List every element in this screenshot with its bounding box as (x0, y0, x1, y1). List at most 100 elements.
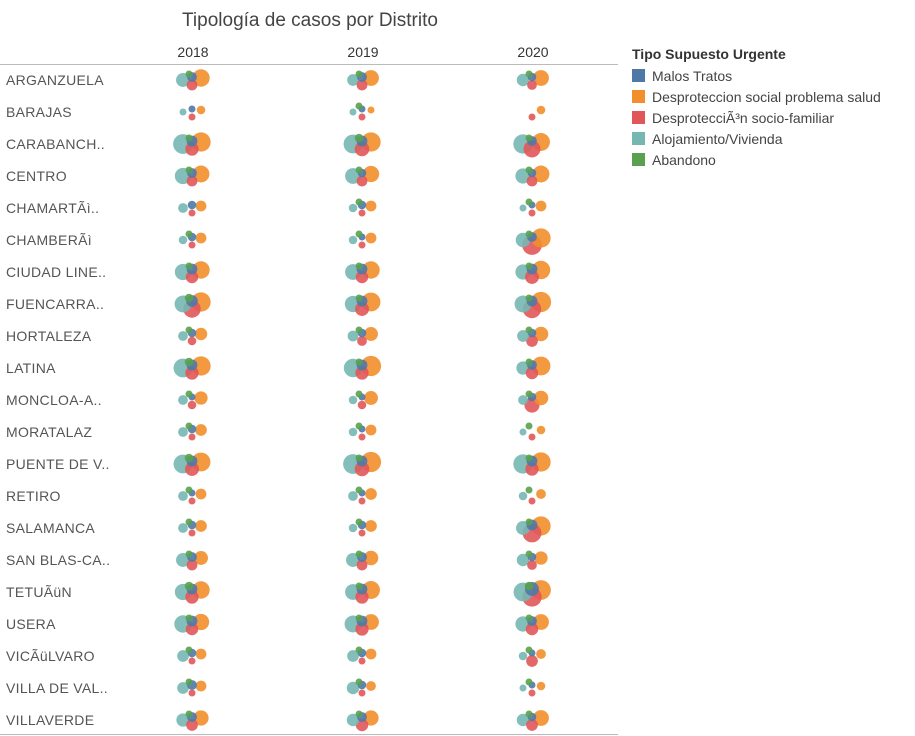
bubble-point[interactable] (358, 113, 366, 121)
bubble-point[interactable] (355, 486, 363, 494)
bubble-point[interactable] (348, 395, 358, 405)
bubble-point[interactable] (536, 489, 546, 499)
bubble-point[interactable] (518, 491, 528, 501)
bubble-point[interactable] (195, 648, 207, 660)
bubble-point[interactable] (185, 230, 193, 238)
bubble-point[interactable] (188, 689, 196, 697)
bubble-point[interactable] (355, 518, 363, 526)
bubble-point[interactable] (176, 713, 190, 727)
bubble-point[interactable] (176, 73, 190, 87)
bubble-point[interactable] (194, 551, 208, 565)
bubble-point[interactable] (185, 646, 193, 654)
bubble-point[interactable] (525, 270, 539, 284)
bubble-point[interactable] (348, 203, 358, 213)
bubble-point[interactable] (367, 106, 375, 114)
bubble-point[interactable] (355, 590, 369, 604)
bubble-point[interactable] (347, 74, 359, 86)
bubble-point[interactable] (188, 113, 196, 121)
bubble-point[interactable] (526, 335, 538, 347)
bubble-point[interactable] (194, 391, 208, 405)
bubble-point[interactable] (355, 302, 369, 316)
bubble-point[interactable] (184, 581, 194, 591)
bubble-point[interactable] (525, 462, 539, 476)
bubble-point[interactable] (185, 390, 193, 398)
bubble-point[interactable] (355, 422, 363, 430)
bubble-point[interactable] (185, 614, 193, 622)
bubble-point[interactable] (185, 486, 193, 494)
bubble-point[interactable] (187, 336, 197, 346)
bubble-point[interactable] (179, 108, 187, 116)
bubble-point[interactable] (176, 553, 190, 567)
bubble-point[interactable] (536, 105, 546, 115)
bubble-point[interactable] (536, 425, 546, 435)
bubble-point[interactable] (525, 710, 533, 718)
bubble-point[interactable] (525, 70, 533, 78)
bubble-point[interactable] (516, 521, 530, 535)
bubble-point[interactable] (347, 650, 359, 662)
bubble-point[interactable] (358, 241, 366, 249)
bubble-point[interactable] (364, 327, 378, 341)
bubble-point[interactable] (355, 550, 363, 558)
bubble-point[interactable] (525, 294, 533, 302)
bubble-point[interactable] (178, 523, 188, 533)
bubble-point[interactable] (358, 497, 366, 505)
bubble-point[interactable] (355, 358, 363, 366)
bubble-point[interactable] (354, 141, 370, 157)
bubble-point[interactable] (348, 427, 358, 437)
bubble-point[interactable] (526, 655, 538, 667)
bubble-point[interactable] (346, 553, 360, 567)
bubble-point[interactable] (358, 529, 366, 537)
bubble-point[interactable] (355, 70, 363, 78)
bubble-point[interactable] (177, 650, 189, 662)
bubble-point[interactable] (188, 657, 196, 665)
bubble-point[interactable] (533, 710, 549, 726)
bubble-point[interactable] (185, 462, 199, 476)
bubble-point[interactable] (355, 294, 363, 302)
bubble-point[interactable] (516, 713, 530, 727)
bubble-point[interactable] (355, 366, 369, 380)
bubble-point[interactable] (355, 582, 363, 590)
bubble-point[interactable] (519, 204, 527, 212)
bubble-point[interactable] (185, 678, 193, 686)
bubble-point[interactable] (527, 560, 537, 570)
bubble-point[interactable] (525, 198, 533, 206)
bubble-point[interactable] (185, 326, 193, 334)
bubble-point[interactable] (348, 235, 358, 245)
bubble-point[interactable] (528, 689, 536, 697)
bubble-point[interactable] (348, 523, 358, 533)
bubble-point[interactable] (358, 433, 366, 441)
bubble-point[interactable] (533, 390, 549, 406)
bubble-point[interactable] (528, 433, 536, 441)
bubble-point[interactable] (355, 102, 363, 110)
bubble-point[interactable] (356, 79, 368, 91)
bubble-point[interactable] (186, 719, 198, 731)
bubble-point[interactable] (355, 454, 363, 462)
bubble-point[interactable] (363, 550, 379, 566)
bubble-point[interactable] (187, 200, 197, 210)
bubble-point[interactable] (525, 326, 533, 334)
bubble-point[interactable] (517, 330, 529, 342)
bubble-point[interactable] (525, 358, 533, 366)
bubble-point[interactable] (187, 400, 197, 410)
bubble-point[interactable] (525, 518, 533, 526)
bubble-point[interactable] (186, 175, 198, 187)
bubble-point[interactable] (349, 108, 357, 116)
bubble-point[interactable] (525, 422, 533, 430)
bubble-point[interactable] (355, 270, 369, 284)
bubble-point[interactable] (178, 331, 188, 341)
bubble-point[interactable] (518, 651, 528, 661)
bubble-point[interactable] (178, 203, 188, 213)
bubble-point[interactable] (528, 113, 536, 121)
bubble-point[interactable] (354, 133, 364, 143)
bubble-point[interactable] (525, 366, 539, 380)
bubble-point[interactable] (185, 518, 193, 526)
bubble-point[interactable] (185, 710, 193, 718)
bubble-point[interactable] (516, 553, 530, 567)
bubble-point[interactable] (178, 491, 188, 501)
bubble-point[interactable] (355, 622, 369, 636)
bubble-point[interactable] (347, 330, 359, 342)
bubble-point[interactable] (358, 689, 366, 697)
bubble-point[interactable] (185, 422, 193, 430)
bubble-point[interactable] (519, 428, 527, 436)
bubble-point[interactable] (525, 262, 533, 270)
